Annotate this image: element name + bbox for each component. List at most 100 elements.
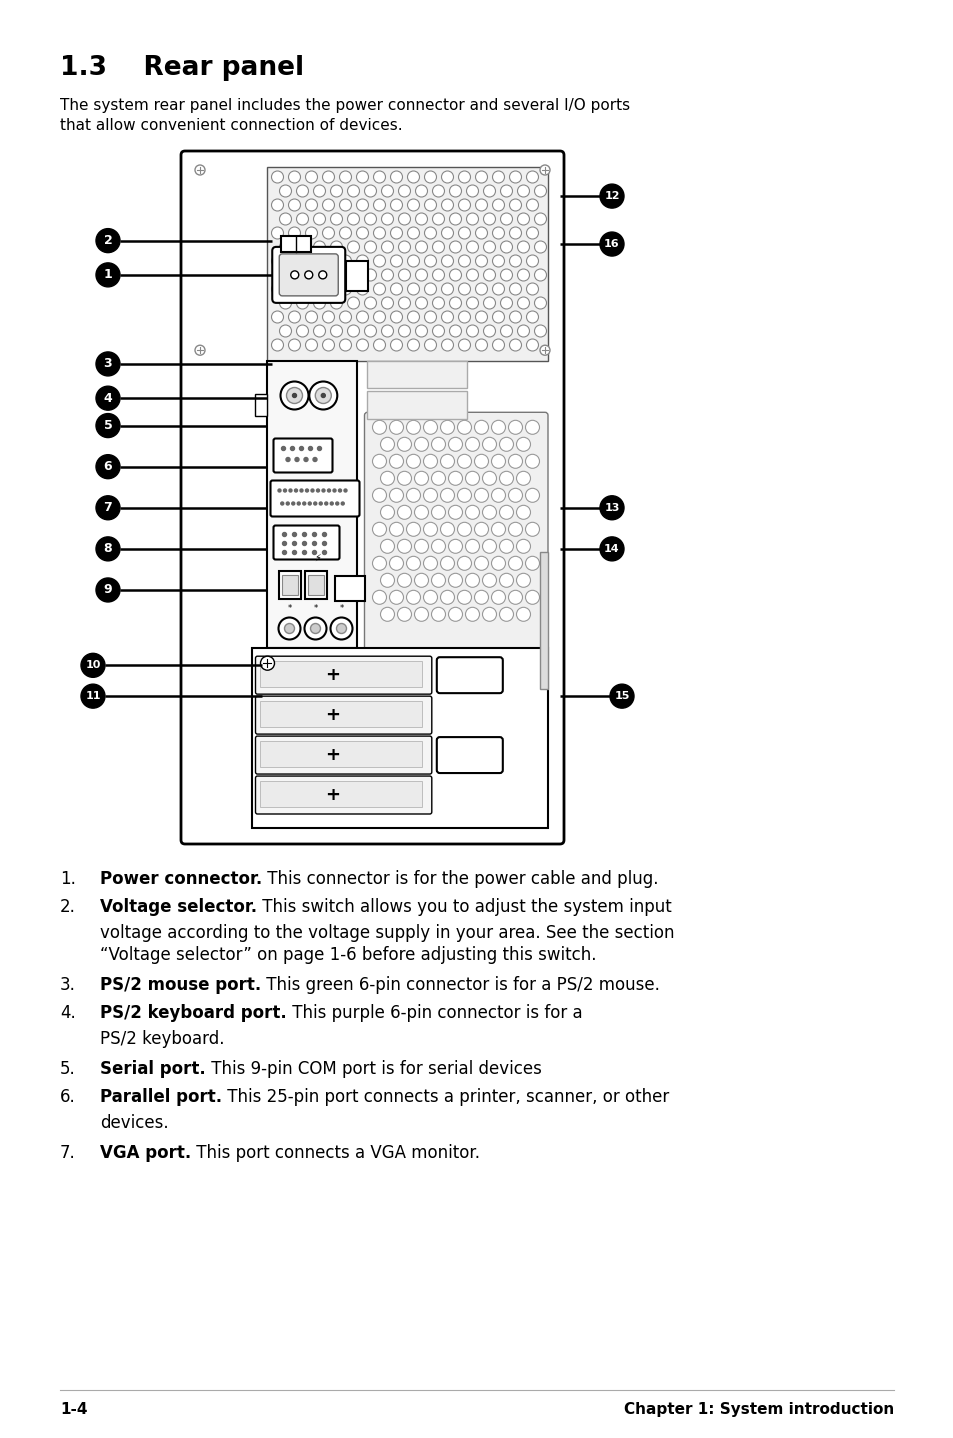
Circle shape (321, 394, 325, 397)
Circle shape (500, 242, 512, 253)
Circle shape (364, 186, 376, 197)
Circle shape (397, 607, 411, 621)
Circle shape (372, 420, 386, 434)
Circle shape (380, 574, 395, 587)
Circle shape (457, 420, 471, 434)
Circle shape (424, 198, 436, 211)
Circle shape (491, 557, 505, 571)
Circle shape (339, 255, 351, 267)
Text: 13: 13 (603, 503, 619, 513)
Circle shape (534, 186, 546, 197)
Circle shape (330, 617, 352, 640)
Circle shape (309, 381, 337, 410)
Circle shape (372, 454, 386, 469)
Circle shape (327, 489, 330, 492)
Circle shape (305, 255, 317, 267)
Circle shape (508, 522, 522, 536)
Circle shape (441, 227, 453, 239)
Circle shape (475, 198, 487, 211)
Circle shape (414, 539, 428, 554)
Circle shape (440, 420, 454, 434)
Text: 15: 15 (614, 692, 629, 702)
Text: 11: 11 (85, 692, 101, 702)
Circle shape (381, 325, 393, 336)
Circle shape (492, 283, 504, 295)
Circle shape (347, 213, 359, 224)
Circle shape (516, 607, 530, 621)
Circle shape (432, 213, 444, 224)
Circle shape (448, 505, 462, 519)
Circle shape (534, 242, 546, 253)
Circle shape (339, 283, 351, 295)
Text: 3: 3 (104, 358, 112, 371)
Circle shape (458, 339, 470, 351)
Circle shape (302, 502, 305, 505)
Circle shape (482, 539, 496, 554)
Circle shape (304, 270, 313, 279)
Circle shape (319, 502, 322, 505)
Circle shape (517, 186, 529, 197)
Circle shape (333, 489, 335, 492)
Circle shape (374, 227, 385, 239)
Circle shape (380, 607, 395, 621)
Circle shape (330, 269, 342, 280)
FancyBboxPatch shape (255, 656, 432, 695)
Text: Voltage selector.: Voltage selector. (100, 897, 257, 916)
Circle shape (492, 198, 504, 211)
Circle shape (458, 198, 470, 211)
Circle shape (372, 591, 386, 604)
Circle shape (390, 283, 402, 295)
Circle shape (423, 522, 437, 536)
Circle shape (475, 227, 487, 239)
Circle shape (526, 255, 537, 267)
Circle shape (517, 269, 529, 280)
Circle shape (96, 454, 120, 479)
Circle shape (599, 496, 623, 519)
FancyBboxPatch shape (255, 777, 432, 814)
Circle shape (441, 311, 453, 324)
Circle shape (364, 242, 376, 253)
Text: 5: 5 (104, 418, 112, 431)
Circle shape (440, 489, 454, 502)
Circle shape (500, 325, 512, 336)
Text: 9: 9 (104, 584, 112, 597)
Circle shape (448, 574, 462, 587)
Circle shape (525, 420, 539, 434)
Circle shape (482, 505, 496, 519)
Circle shape (457, 454, 471, 469)
Circle shape (389, 591, 403, 604)
Circle shape (314, 269, 325, 280)
Circle shape (431, 607, 445, 621)
Circle shape (317, 447, 321, 450)
Text: voltage according to the voltage supply in your area. See the section: voltage according to the voltage supply … (100, 925, 674, 942)
Text: 2.: 2. (60, 897, 76, 916)
Circle shape (299, 489, 303, 492)
Circle shape (492, 227, 504, 239)
Circle shape (96, 578, 120, 603)
Circle shape (293, 542, 296, 545)
Circle shape (474, 420, 488, 434)
Circle shape (299, 447, 303, 450)
Circle shape (534, 213, 546, 224)
Circle shape (381, 269, 393, 280)
Circle shape (407, 198, 419, 211)
Circle shape (475, 171, 487, 183)
Circle shape (500, 213, 512, 224)
Circle shape (424, 311, 436, 324)
Circle shape (500, 269, 512, 280)
Circle shape (344, 489, 347, 492)
Circle shape (283, 489, 286, 492)
Circle shape (356, 227, 368, 239)
Text: This connector is for the power cable and plug.: This connector is for the power cable an… (262, 870, 659, 889)
Circle shape (288, 283, 300, 295)
Circle shape (406, 420, 420, 434)
Circle shape (491, 489, 505, 502)
Text: *: * (339, 604, 343, 613)
Circle shape (441, 198, 453, 211)
Circle shape (431, 539, 445, 554)
Circle shape (458, 227, 470, 239)
Circle shape (397, 437, 411, 452)
Circle shape (424, 283, 436, 295)
Text: 6.: 6. (60, 1089, 75, 1106)
Circle shape (509, 171, 521, 183)
